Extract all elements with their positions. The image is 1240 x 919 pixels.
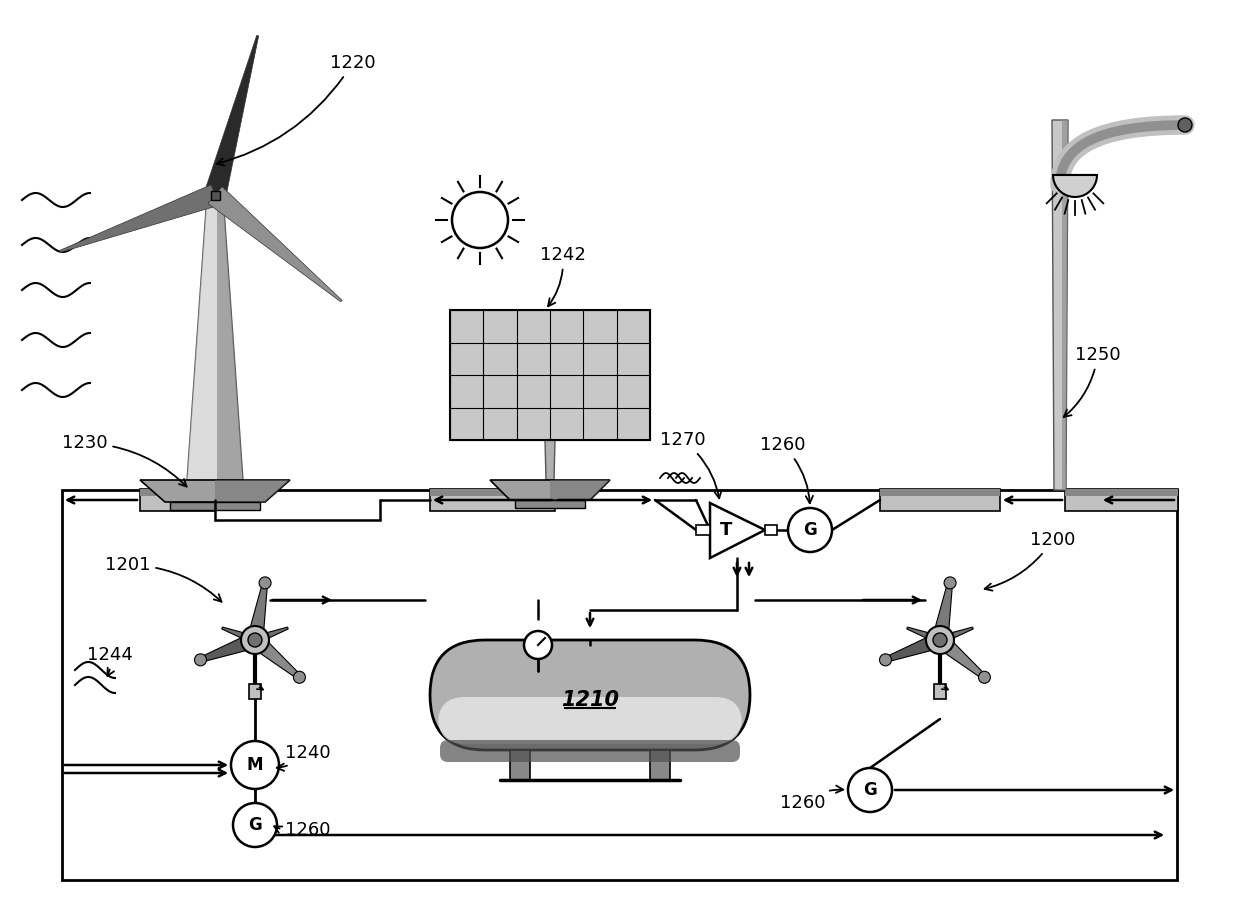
Circle shape xyxy=(926,626,954,654)
Polygon shape xyxy=(935,634,986,679)
Bar xyxy=(880,489,999,496)
Bar xyxy=(510,750,529,780)
Circle shape xyxy=(195,653,207,666)
Circle shape xyxy=(294,671,305,684)
Text: 1260: 1260 xyxy=(780,786,843,812)
FancyBboxPatch shape xyxy=(440,740,740,762)
Circle shape xyxy=(848,768,892,812)
Text: G: G xyxy=(248,816,262,834)
Text: T: T xyxy=(720,521,733,539)
Text: 1242: 1242 xyxy=(539,246,585,306)
Circle shape xyxy=(978,671,991,684)
Polygon shape xyxy=(215,480,290,502)
Polygon shape xyxy=(200,632,258,663)
Bar xyxy=(170,502,260,510)
Polygon shape xyxy=(187,195,243,480)
Polygon shape xyxy=(249,634,301,679)
Bar xyxy=(650,750,670,780)
Circle shape xyxy=(453,192,508,248)
Bar xyxy=(765,525,777,535)
Ellipse shape xyxy=(1178,118,1192,132)
Bar xyxy=(430,489,556,496)
FancyBboxPatch shape xyxy=(430,640,750,750)
Text: 1250: 1250 xyxy=(1064,346,1121,417)
Polygon shape xyxy=(254,627,288,643)
Polygon shape xyxy=(546,440,556,480)
Bar xyxy=(450,310,650,440)
Polygon shape xyxy=(1052,120,1068,490)
Polygon shape xyxy=(140,480,290,502)
Bar xyxy=(880,489,999,511)
Polygon shape xyxy=(208,187,342,301)
Bar xyxy=(140,489,215,511)
Polygon shape xyxy=(222,627,257,643)
Bar xyxy=(515,500,585,508)
Bar xyxy=(62,490,1177,880)
Text: 1260: 1260 xyxy=(274,821,331,839)
Polygon shape xyxy=(884,632,942,663)
Bar xyxy=(140,489,215,496)
Polygon shape xyxy=(939,627,973,643)
Polygon shape xyxy=(60,185,218,253)
Polygon shape xyxy=(205,35,259,198)
Polygon shape xyxy=(1053,175,1097,197)
Bar xyxy=(696,525,711,535)
Bar xyxy=(1065,489,1178,511)
Circle shape xyxy=(248,633,262,647)
Circle shape xyxy=(787,508,832,552)
Polygon shape xyxy=(1061,120,1068,490)
Bar xyxy=(249,684,260,699)
FancyBboxPatch shape xyxy=(438,697,742,744)
Text: M: M xyxy=(247,756,263,774)
Polygon shape xyxy=(187,195,217,480)
Circle shape xyxy=(231,741,279,789)
Text: 1210: 1210 xyxy=(560,690,619,710)
Circle shape xyxy=(879,653,892,666)
Circle shape xyxy=(233,803,277,847)
Text: 1201: 1201 xyxy=(105,556,222,602)
Text: 1200: 1200 xyxy=(985,531,1075,591)
Text: 1230: 1230 xyxy=(62,434,187,486)
Polygon shape xyxy=(247,583,268,641)
Text: G: G xyxy=(863,781,877,799)
Polygon shape xyxy=(932,583,952,641)
Circle shape xyxy=(525,631,552,659)
Circle shape xyxy=(259,577,272,589)
Polygon shape xyxy=(711,503,765,558)
Text: 1220: 1220 xyxy=(217,54,376,165)
Bar xyxy=(1065,489,1178,496)
Text: 1244: 1244 xyxy=(87,646,133,675)
Text: 1270: 1270 xyxy=(660,431,722,498)
Circle shape xyxy=(932,633,947,647)
Polygon shape xyxy=(490,480,610,500)
Text: 1260: 1260 xyxy=(760,436,813,504)
Text: G: G xyxy=(804,521,817,539)
Polygon shape xyxy=(906,627,941,643)
Circle shape xyxy=(944,577,956,589)
Bar xyxy=(430,489,556,511)
Polygon shape xyxy=(551,480,610,500)
Text: 1240: 1240 xyxy=(277,744,331,771)
Circle shape xyxy=(241,626,269,654)
Bar xyxy=(211,191,219,200)
Polygon shape xyxy=(217,195,243,480)
Bar xyxy=(934,684,946,699)
